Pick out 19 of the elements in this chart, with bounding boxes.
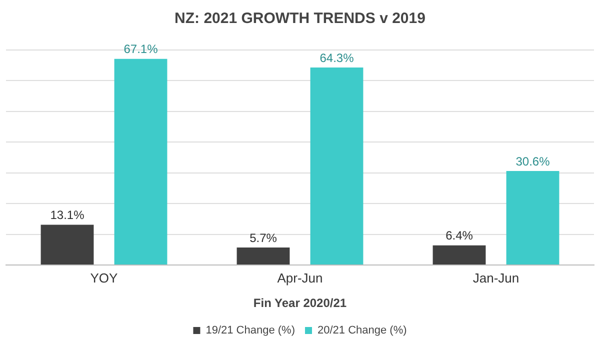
data-label: 64.3% xyxy=(320,50,354,65)
data-label: 13.1% xyxy=(50,208,85,222)
x-tick-label: YOY xyxy=(90,270,118,286)
x-axis-title: Fin Year 2020/21 xyxy=(253,296,347,310)
legend-label: 19/21 Change (%) xyxy=(206,324,296,337)
chart-title: NZ: 2021 GROWTH TRENDS v 2019 xyxy=(174,10,426,28)
bar xyxy=(40,224,94,264)
bar xyxy=(310,68,364,264)
bar xyxy=(506,171,560,264)
legend-label: 20/21 Change (%) xyxy=(318,324,407,337)
bar xyxy=(114,58,168,264)
bar xyxy=(236,247,290,264)
bar xyxy=(432,245,486,264)
x-tick-label: Jan-Jun xyxy=(472,270,520,286)
data-label: 67.1% xyxy=(124,42,158,56)
data-label: 5.7% xyxy=(250,230,278,245)
x-tick-label: Apr-Jun xyxy=(277,270,323,286)
data-label: 30.6% xyxy=(516,154,550,168)
data-label: 6.4% xyxy=(446,228,474,243)
